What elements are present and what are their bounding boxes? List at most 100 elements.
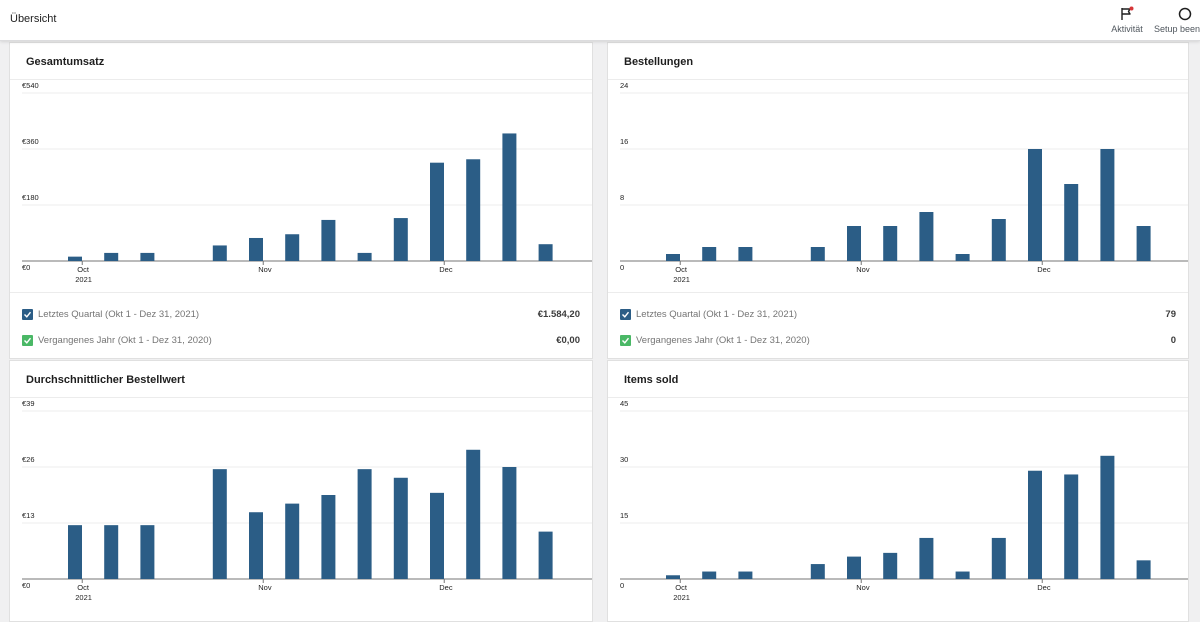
chart-bar	[955, 571, 970, 579]
chart-bar	[104, 252, 119, 261]
legend-item-last-quarter[interactable]: Letztes Quartal (Okt 1 - Dez 31, 2021) €…	[22, 307, 580, 323]
chart-bar	[212, 245, 227, 261]
checkbox[interactable]	[22, 309, 33, 320]
chart-bar	[1028, 470, 1042, 579]
y-tick-label: 15	[620, 511, 628, 520]
chart-bar	[1100, 455, 1115, 579]
chart-bar	[68, 525, 82, 579]
chart-bar	[538, 244, 553, 261]
chart-bar	[883, 226, 898, 261]
chart-bar	[883, 552, 898, 579]
legend-label: Letztes Quartal (Okt 1 - Dez 31, 2021)	[38, 309, 200, 320]
legend-label: Vergangenes Jahr (Okt 1 - Dez 31, 2020)	[636, 335, 810, 346]
legend-value: €0,00	[556, 335, 580, 346]
chart-bar	[502, 133, 517, 261]
circle-icon	[1177, 6, 1193, 22]
y-tick-label: 0	[620, 581, 624, 590]
chart-bar	[847, 226, 861, 261]
chart-bar	[847, 556, 861, 579]
x-tick-sublabel: 2021	[75, 593, 92, 602]
chart-bar	[321, 495, 336, 579]
chart-bar	[666, 575, 680, 579]
chart-bar	[466, 449, 481, 579]
chart-bar	[702, 247, 717, 261]
checkbox[interactable]	[620, 335, 631, 346]
chart-bar	[991, 219, 1006, 261]
card-title: Gesamtumsatz	[26, 56, 105, 68]
chart-bar	[357, 252, 372, 261]
chart-bar	[212, 469, 227, 579]
setup-label: Setup been	[1154, 24, 1200, 34]
chart-bar	[140, 252, 155, 261]
legend-value: €1.584,20	[537, 309, 580, 320]
chart-bar	[738, 571, 753, 579]
chart-bar	[393, 218, 408, 261]
chart-legend: Letztes Quartal (Okt 1 - Dez 31, 2021) 7…	[608, 292, 1188, 359]
card-items-sold: Items sold 45 30 15 0 Oct 2021 Nov Dec	[607, 360, 1189, 622]
page-title: Übersicht	[10, 13, 57, 25]
y-tick-label: €26	[22, 455, 35, 464]
chart-bar	[68, 256, 82, 261]
card-average-order-value: Durchschnittlicher Bestellwert €39 €26 €13…	[9, 360, 593, 622]
x-tick-label: Oct	[675, 265, 688, 274]
x-tick-label: Nov	[258, 265, 272, 274]
chart-bar	[393, 477, 408, 579]
x-tick-label: Oct	[675, 583, 688, 592]
setup-button[interactable]: Setup been	[1148, 4, 1200, 38]
y-tick-label: €39	[22, 399, 35, 408]
activity-button[interactable]: Aktivität	[1097, 4, 1157, 38]
legend-value: 0	[1170, 335, 1176, 346]
x-tick-label: Dec	[439, 265, 453, 274]
x-tick-label: Oct	[77, 265, 90, 274]
chart-bar	[285, 503, 300, 579]
card-title: Bestellungen	[624, 56, 694, 68]
chart-bar	[140, 525, 155, 579]
checkbox[interactable]	[620, 309, 631, 320]
legend-item-last-quarter[interactable]: Letztes Quartal (Okt 1 - Dez 31, 2021) 7…	[620, 307, 1176, 323]
chart-bar	[955, 254, 970, 261]
y-tick-label: 24	[620, 81, 628, 90]
chart-bar	[249, 237, 263, 261]
y-tick-label: 0	[620, 263, 624, 272]
flag-icon	[1119, 6, 1135, 22]
card-header: Items sold	[608, 361, 1188, 398]
chart-bar	[538, 531, 553, 579]
chart-bar	[810, 564, 825, 579]
y-tick-label: 8	[620, 193, 624, 202]
card-title: Items sold	[624, 374, 679, 386]
x-tick-label: Nov	[258, 583, 272, 592]
x-tick-label: Nov	[856, 583, 870, 592]
x-tick-label: Dec	[1037, 265, 1051, 274]
chart-bar	[1100, 149, 1115, 261]
y-tick-label: €360	[22, 137, 39, 146]
legend-value: 79	[1165, 309, 1176, 320]
chart-bar	[430, 162, 444, 261]
chart-bar	[666, 254, 680, 261]
chart-bar	[702, 571, 717, 579]
x-tick-sublabel: 2021	[673, 593, 690, 602]
top-bar: Übersicht Aktivität Setup been	[0, 0, 1200, 41]
card-orders: Bestellungen 24 16 8 0 Oct 2021 Nov Dec Letztes…	[607, 42, 1189, 359]
y-tick-label: €180	[22, 193, 39, 202]
y-tick-label: €0	[22, 263, 30, 272]
chart-legend: Letztes Quartal (Okt 1 - Dez 31, 2021) €…	[10, 292, 592, 359]
card-header: Gesamtumsatz	[10, 43, 592, 80]
chart-bar	[1064, 184, 1079, 261]
card-header: Bestellungen	[608, 43, 1188, 80]
y-tick-label: €13	[22, 511, 35, 520]
y-tick-label: 16	[620, 137, 628, 146]
activity-label: Aktivität	[1111, 24, 1143, 34]
checkbox[interactable]	[22, 335, 33, 346]
chart-bar	[991, 537, 1006, 579]
chart-bar	[321, 219, 336, 261]
chart-bar	[1136, 226, 1151, 261]
legend-item-previous-year[interactable]: Vergangenes Jahr (Okt 1 - Dez 31, 2020) …	[22, 333, 580, 349]
legend-label: Vergangenes Jahr (Okt 1 - Dez 31, 2020)	[38, 335, 212, 346]
chart-bar	[919, 212, 934, 261]
legend-item-previous-year[interactable]: Vergangenes Jahr (Okt 1 - Dez 31, 2020) …	[620, 333, 1176, 349]
y-tick-label: €540	[22, 81, 39, 90]
